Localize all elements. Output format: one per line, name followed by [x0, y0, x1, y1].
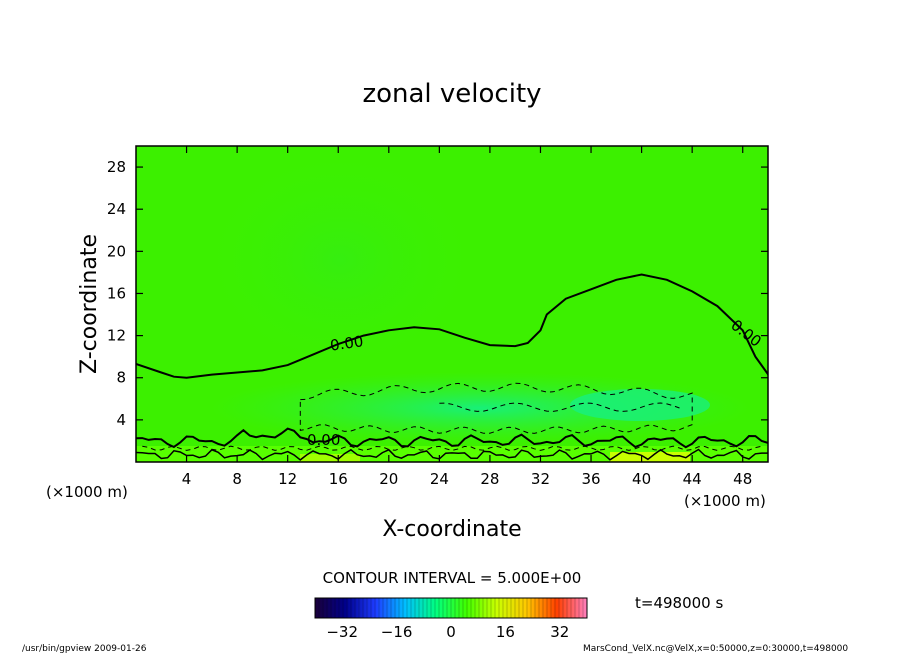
- colorbar-tick-label: −16: [381, 623, 413, 641]
- contour-lines: [136, 273, 768, 461]
- x-tick-label: 28: [480, 470, 499, 488]
- surface-positive-core-2: [300, 454, 360, 462]
- x-tick-label: 32: [531, 470, 550, 488]
- y-tick-label: 28: [107, 158, 126, 176]
- y-tick-label: 8: [116, 369, 126, 387]
- colorbar-tick-label: 16: [496, 623, 515, 641]
- lowlevel-jet-shading: [210, 372, 750, 444]
- y-axis-ticks: 4 8 12 16 20 24 28: [107, 158, 768, 429]
- footer-right: MarsCond_VelX.nc@VelX,x=0:50000,z=0:3000…: [583, 644, 848, 654]
- y-tick-label: 12: [107, 327, 126, 345]
- x-tick-label: 48: [733, 470, 752, 488]
- x-unit-left: (×1000 m): [46, 483, 128, 501]
- y-axis-label: Z-coordinate: [77, 234, 102, 374]
- time-text: t=498000 s: [635, 594, 723, 612]
- upper-plume-shading: [190, 146, 490, 380]
- y-tick-label: 16: [107, 284, 126, 302]
- x-tick-label: 8: [232, 470, 242, 488]
- colorbar-tick-label: 32: [550, 623, 569, 641]
- x-tick-label: 16: [329, 470, 348, 488]
- x-tick-label: 24: [430, 470, 449, 488]
- contour-label-lower: 0.00: [307, 431, 340, 449]
- ground-contour: [136, 448, 768, 461]
- plot-frame: [135, 145, 769, 463]
- x-axis-label: X-coordinate: [382, 517, 521, 542]
- y-tick-label: 24: [107, 200, 126, 218]
- colorbar-ticks: −32 −16 0 16 32: [314, 598, 588, 641]
- x-tick-label: 36: [581, 470, 600, 488]
- x-tick-label: 44: [683, 470, 702, 488]
- x-tick-label: 4: [182, 470, 192, 488]
- contour-interval-text: CONTOUR INTERVAL = 5.000E+00: [323, 569, 582, 587]
- surface-zero-contour: [136, 427, 768, 449]
- y-tick-label: 20: [107, 242, 126, 260]
- plot-field: [136, 146, 768, 462]
- x-tick-label: 20: [379, 470, 398, 488]
- y-tick-label: 4: [116, 411, 126, 429]
- chart-title: zonal velocity: [362, 79, 541, 109]
- lowlevel-jet-core: [570, 389, 710, 421]
- x-tick-label: 12: [278, 470, 297, 488]
- footer-left: /usr/bin/gpview 2009-01-26: [22, 644, 147, 654]
- colorbar-tick-label: −32: [326, 623, 358, 641]
- x-axis-ticks: 4 8 12 16 20 24 28 32 36 40 44 48: [182, 146, 752, 488]
- x-tick-label: 40: [632, 470, 651, 488]
- negative-contour-dashed: [299, 382, 693, 434]
- x-unit-right: (×1000 m): [684, 492, 766, 510]
- zero-contour-line: [136, 273, 768, 379]
- colorbar-tick-label: 0: [446, 623, 456, 641]
- contour-label-upper: 0.00: [329, 332, 365, 354]
